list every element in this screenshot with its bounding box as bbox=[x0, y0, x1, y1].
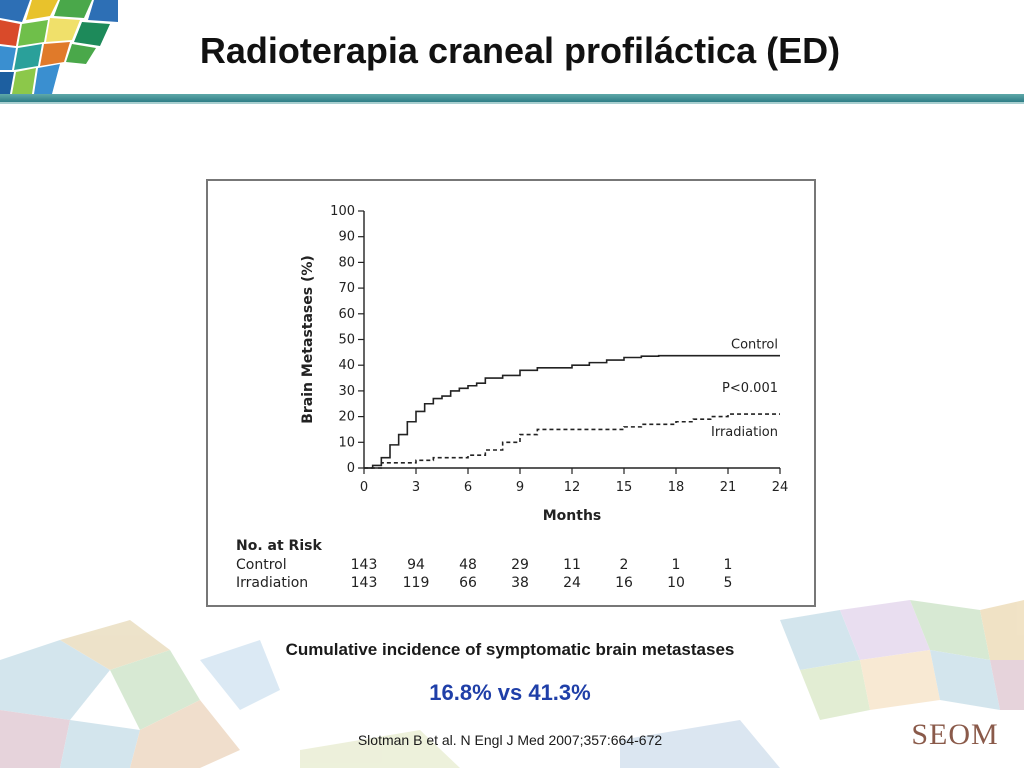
chart-figure: 0 10 20 30 40 50 60 70 80 90 100 0 3 6 9 12 15 18 21 24 Mon… bbox=[206, 179, 816, 607]
y-tick-label: 80 bbox=[338, 255, 355, 270]
risk-cell: 94 bbox=[407, 557, 425, 573]
chart-caption: Cumulative incidence of symptomatic brai… bbox=[285, 640, 735, 659]
y-tick-label: 10 bbox=[338, 435, 355, 450]
risk-cell: 143 bbox=[351, 557, 378, 573]
slide-title: Radioterapia craneal profiláctica (ED) bbox=[199, 30, 841, 71]
citation: Slotman B et al. N Engl J Med 2007;357:6… bbox=[357, 732, 663, 748]
risk-cell: 143 bbox=[351, 575, 378, 591]
y-tick-label: 40 bbox=[338, 358, 355, 373]
risk-cell: 11 bbox=[563, 557, 581, 573]
series-line-control bbox=[364, 354, 780, 469]
series-line-irradiation bbox=[364, 413, 780, 469]
risk-cell: 66 bbox=[459, 575, 477, 591]
risk-row-label: Irradiation bbox=[236, 575, 308, 591]
y-axis-title: Brain Metastases (%) bbox=[300, 255, 316, 424]
risk-cell: 1 bbox=[724, 557, 733, 573]
risk-cell: 119 bbox=[403, 575, 430, 591]
y-tick-label: 30 bbox=[338, 384, 355, 399]
y-tick-label: 90 bbox=[338, 230, 355, 245]
y-tick-label: 50 bbox=[338, 333, 355, 348]
x-tick-label: 0 bbox=[360, 480, 368, 495]
mosaic-logo-top bbox=[0, 0, 118, 94]
risk-cell: 16 bbox=[615, 575, 633, 591]
risk-cell: 38 bbox=[511, 575, 529, 591]
risk-row-label: Control bbox=[236, 557, 287, 573]
series-label-control: Control bbox=[731, 338, 778, 353]
p-value-label: P<0.001 bbox=[722, 381, 778, 396]
x-tick-label: 3 bbox=[412, 480, 420, 495]
risk-cell: 29 bbox=[511, 557, 529, 573]
y-tick-label: 0 bbox=[347, 461, 355, 476]
x-tick-label: 18 bbox=[668, 480, 685, 495]
risk-cell: 24 bbox=[563, 575, 581, 591]
x-axis-title: Months bbox=[543, 508, 602, 524]
y-tick-label: 20 bbox=[338, 410, 355, 425]
series-label-irradiation: Irradiation bbox=[711, 425, 778, 440]
risk-cell: 48 bbox=[459, 557, 477, 573]
seom-logo: SEOM bbox=[911, 718, 999, 751]
y-tick-label: 60 bbox=[338, 307, 355, 322]
x-tick-label: 15 bbox=[616, 480, 633, 495]
incidence-stat: 16.8% vs 41.3% bbox=[429, 680, 591, 705]
x-tick-label: 12 bbox=[564, 480, 581, 495]
risk-cell: 2 bbox=[620, 557, 629, 573]
x-tick-label: 9 bbox=[516, 480, 524, 495]
x-tick-label: 24 bbox=[772, 480, 789, 495]
risk-cell: 5 bbox=[724, 575, 733, 591]
risk-cell: 1 bbox=[672, 557, 681, 573]
y-tick-label: 70 bbox=[338, 281, 355, 296]
x-tick-label: 21 bbox=[720, 480, 737, 495]
mosaic-decoration-bottom bbox=[0, 600, 1024, 768]
title-divider-light bbox=[0, 102, 1024, 104]
title-divider bbox=[0, 94, 1024, 102]
y-tick-label: 100 bbox=[330, 204, 355, 219]
risk-cell: 10 bbox=[667, 575, 685, 591]
risk-table-title: No. at Risk bbox=[236, 538, 322, 554]
x-tick-label: 6 bbox=[464, 480, 472, 495]
